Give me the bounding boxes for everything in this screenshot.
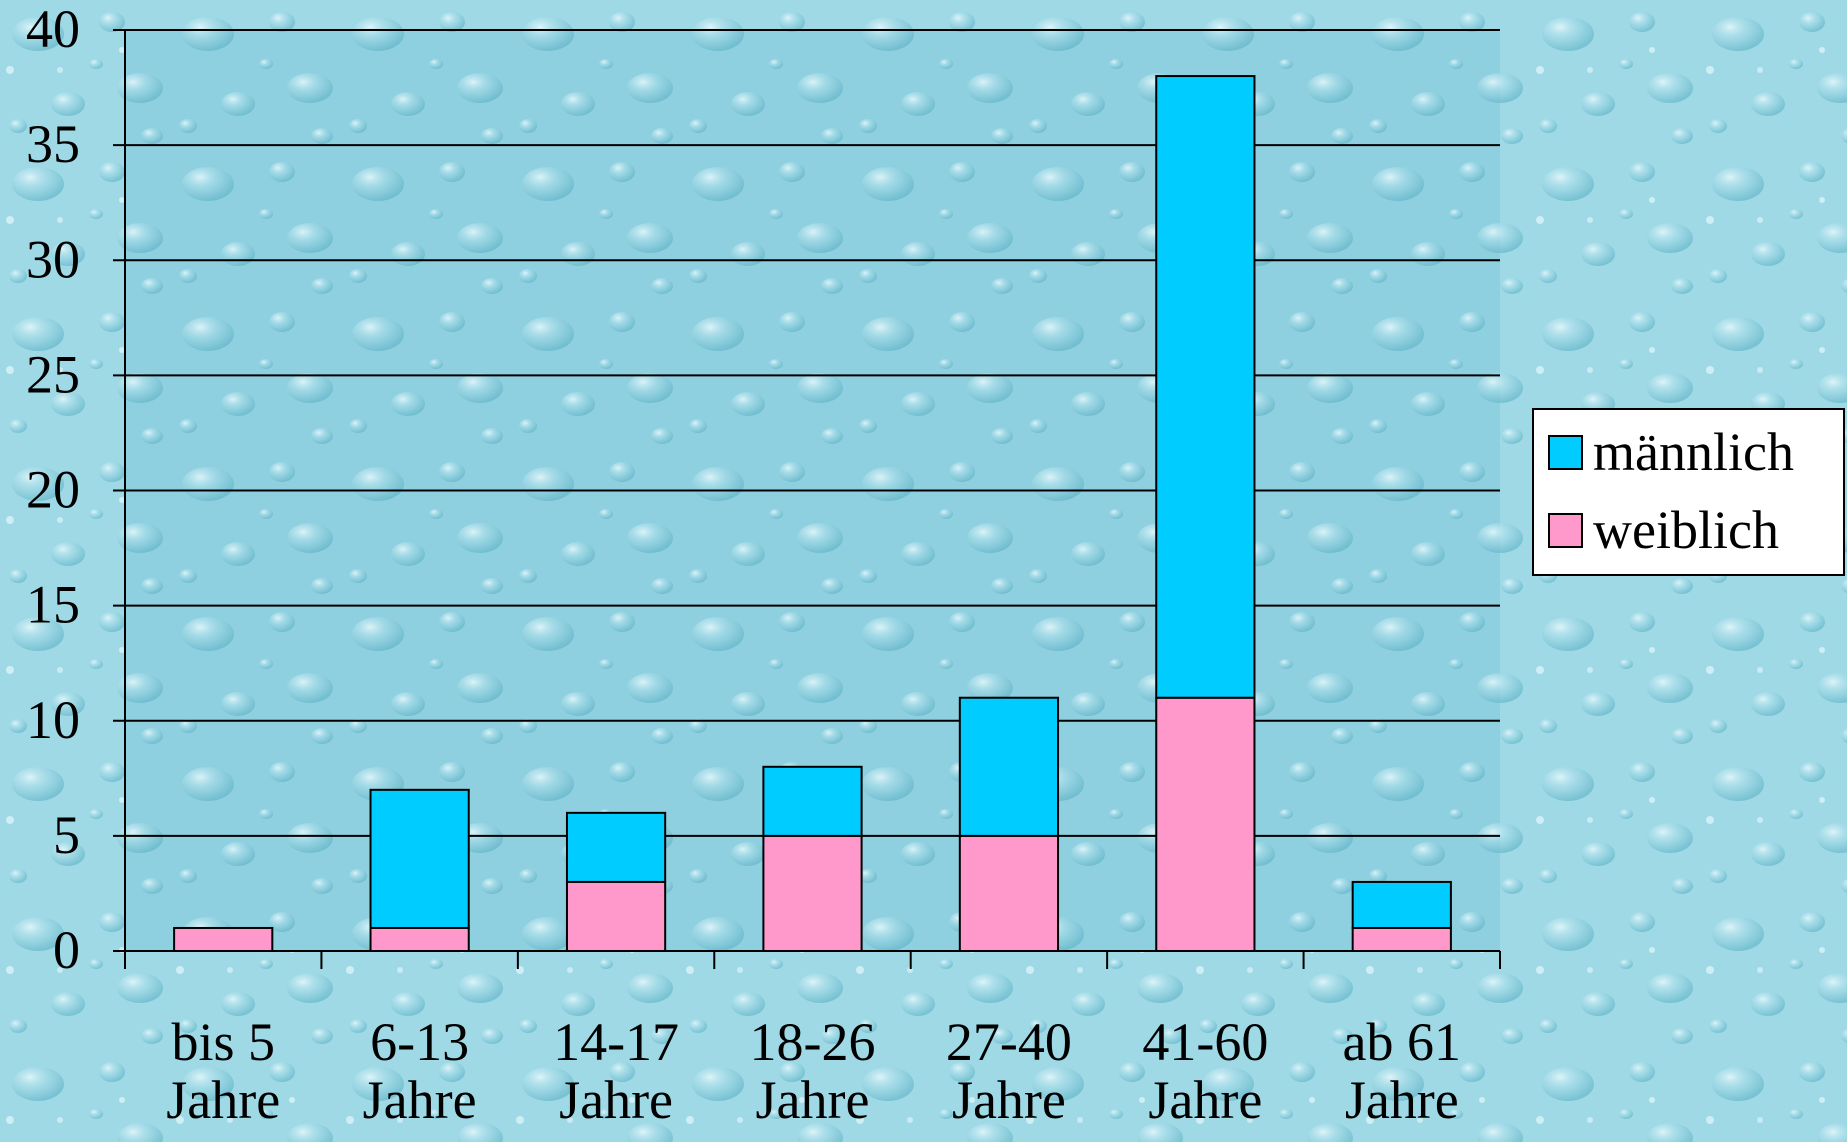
bar-maennlich: [565, 811, 667, 883]
legend: männlich weiblich: [1532, 408, 1845, 576]
x-tick-labels: bis 5 Jahre 6-13 Jahre 14-17 Jahre 18-26 Jahre 2…: [166, 1012, 1461, 1130]
bar-maennlich: [369, 788, 470, 929]
y-tick-label: 30: [26, 229, 80, 289]
x-tick-label: 18-26 Jahre: [750, 1012, 876, 1130]
x-tick-label: ab 61 Jahre: [1343, 1012, 1461, 1130]
y-tick-label: 10: [26, 690, 80, 750]
y-tick-labels: 0 5 10 15 20 25 30 35 40: [26, 0, 80, 980]
legend-item-weiblich: weiblich: [1548, 498, 1779, 562]
y-tick-label: 40: [26, 0, 80, 59]
x-tick-label: bis 5 Jahre: [166, 1012, 280, 1130]
axes: [124, 30, 1501, 969]
bars: [173, 75, 1452, 952]
y-tick-label: 35: [26, 114, 80, 174]
legend-label-maennlich: männlich: [1593, 422, 1794, 482]
bar-weiblich: [1351, 926, 1452, 952]
x-tick-label: 6-13 Jahre: [363, 1012, 477, 1130]
legend-swatch-weiblich: [1548, 512, 1583, 548]
grid-lines: [113, 29, 1500, 952]
bar-weiblich: [369, 926, 470, 952]
bar-maennlich: [1155, 75, 1256, 699]
bar-weiblich: [173, 926, 274, 952]
legend-swatch-maennlich: [1548, 434, 1583, 470]
bar-weiblich: [1155, 696, 1256, 952]
legend-item-maennlich: männlich: [1548, 420, 1794, 484]
y-tick-label: 5: [53, 805, 80, 865]
bar-weiblich: [565, 880, 667, 952]
bar-weiblich: [762, 834, 863, 952]
bar-maennlich: [1351, 880, 1452, 929]
y-tick-label: 25: [26, 344, 80, 404]
bar-weiblich: [958, 834, 1060, 952]
y-tick-label: 15: [26, 575, 80, 635]
bar-maennlich: [762, 765, 863, 837]
x-tick-label: 27-40 Jahre: [946, 1012, 1072, 1130]
y-tick-label: 0: [53, 920, 80, 980]
bar-maennlich: [958, 696, 1060, 837]
legend-label-weiblich: weiblich: [1593, 500, 1779, 560]
x-tick-label: 14-17 Jahre: [553, 1012, 679, 1130]
y-tick-label: 20: [26, 460, 80, 520]
x-tick-label: 41-60 Jahre: [1142, 1012, 1268, 1130]
